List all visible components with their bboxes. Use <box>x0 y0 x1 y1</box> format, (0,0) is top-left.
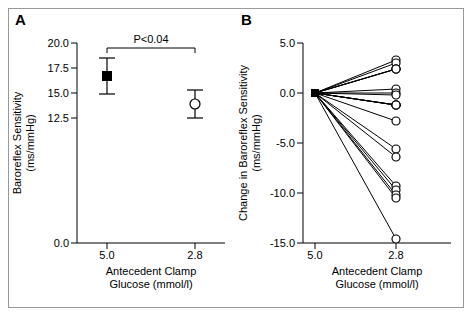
svg-text:Antecedent ClampGlucose (mmol/: Antecedent ClampGlucose (mmol/l) <box>106 265 197 290</box>
svg-text:2.8: 2.8 <box>187 249 202 261</box>
svg-text:20.0: 20.0 <box>48 37 69 49</box>
svg-text:0.0: 0.0 <box>54 237 69 249</box>
svg-text:P<0.04: P<0.04 <box>133 33 168 45</box>
svg-text:12.5: 12.5 <box>48 112 69 124</box>
svg-text:2.8: 2.8 <box>388 249 403 261</box>
svg-text:-15.0: -15.0 <box>270 237 295 249</box>
html-text:B: B <box>241 11 252 28</box>
svg-text:5.0: 5.0 <box>307 249 322 261</box>
svg-text:17.5: 17.5 <box>48 62 69 74</box>
html-text:A: A <box>15 11 26 28</box>
svg-text:5.0: 5.0 <box>280 37 295 49</box>
svg-text:-10.0: -10.0 <box>270 187 295 199</box>
svg-text:Baroreflex Sensitivity(ms/mmHg: Baroreflex Sensitivity(ms/mmHg) <box>11 91 36 194</box>
svg-text:5.0: 5.0 <box>99 249 114 261</box>
svg-text:0.0: 0.0 <box>280 87 295 99</box>
svg-text:Change in Baroreflex Sensitivi: Change in Baroreflex Sensitivity(ms/mmHg… <box>237 65 262 221</box>
svg-text:15.0: 15.0 <box>48 87 69 99</box>
svg-text:Antecedent ClampGlucose (mmol/: Antecedent ClampGlucose (mmol/l) <box>332 265 423 290</box>
svg-text:-5.0: -5.0 <box>276 137 295 149</box>
